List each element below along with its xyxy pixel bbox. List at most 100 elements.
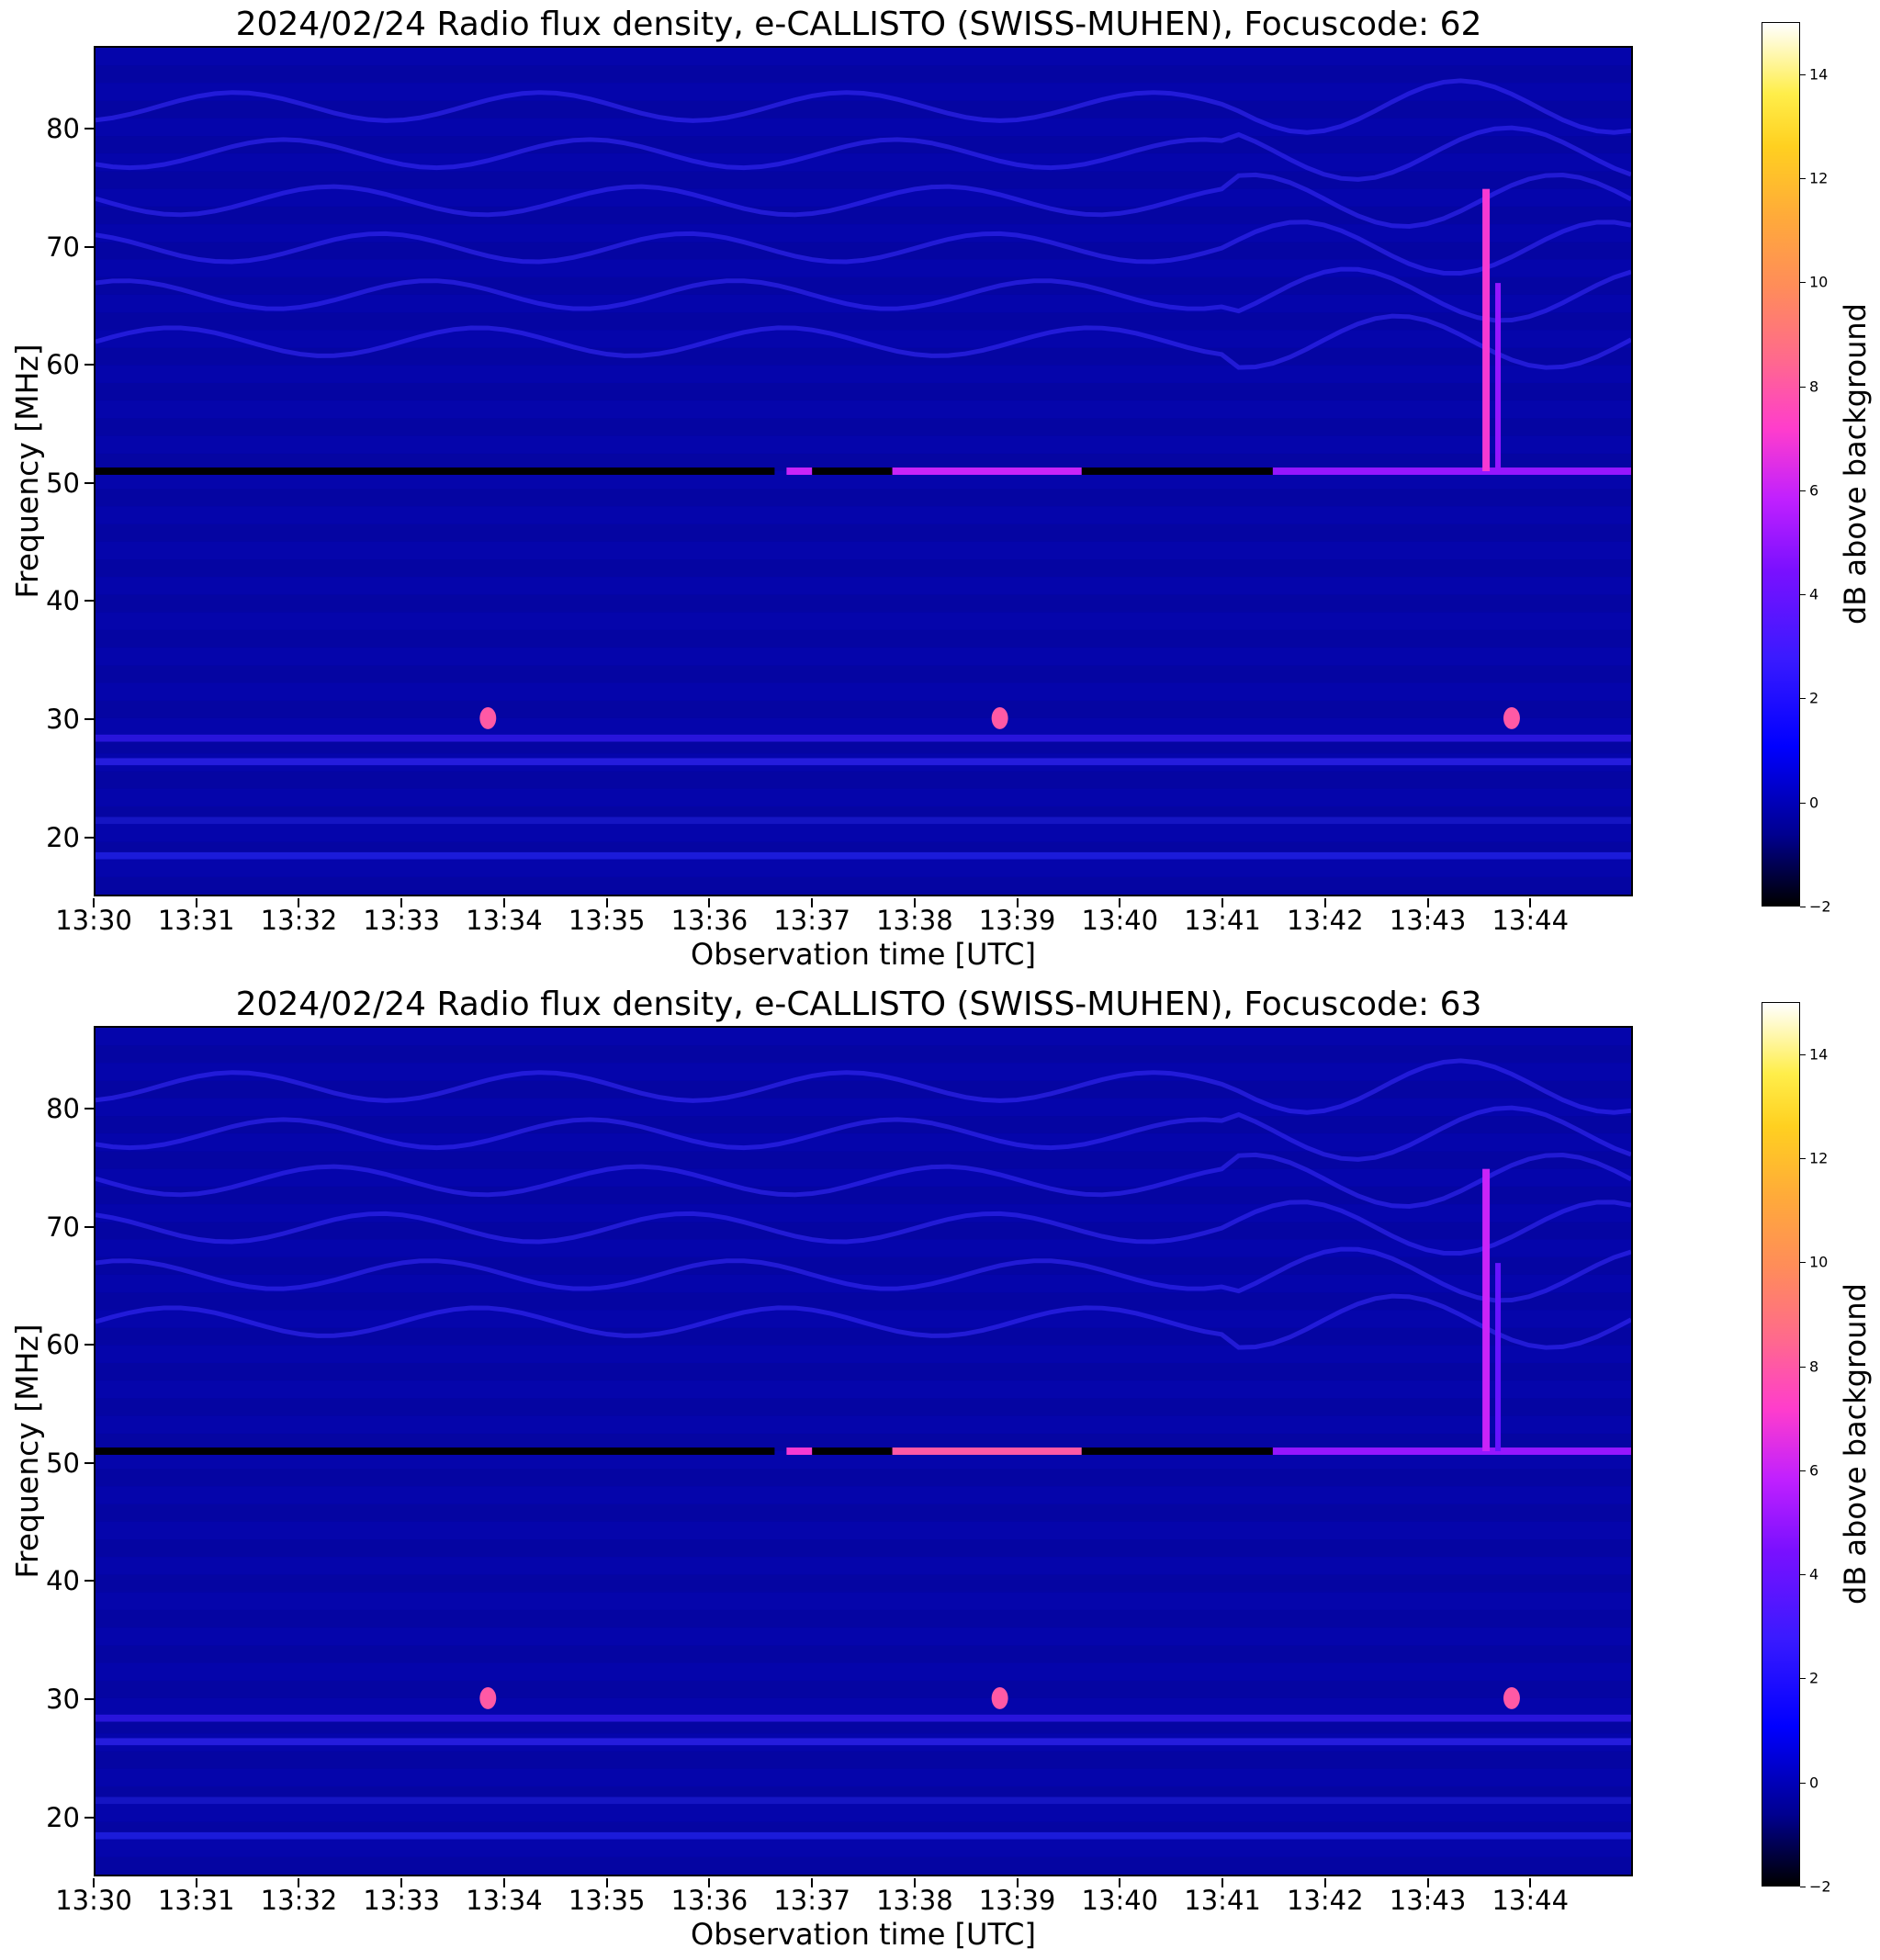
x-tick	[1119, 1878, 1121, 1887]
x-tick-label: 13:32	[260, 905, 338, 936]
x-tick-label: 13:40	[1081, 1885, 1159, 1916]
heatmap-band	[96, 471, 1631, 490]
heatmap-band	[96, 788, 1631, 806]
heatmap-band	[96, 824, 1631, 842]
heatmap-band	[96, 1839, 1631, 1857]
heatmap-band	[96, 1697, 1631, 1717]
colorbar-tick	[1800, 1470, 1806, 1471]
interference-band	[96, 817, 1631, 825]
heatmap-band	[96, 1433, 1631, 1451]
x-tick	[1016, 1878, 1019, 1887]
x-axis-label: Observation time [UTC]	[691, 1917, 1036, 1952]
colorbar-tick	[1800, 1157, 1806, 1159]
heatmap-band	[96, 665, 1631, 683]
x-tick	[502, 898, 505, 907]
heatmap-band	[96, 629, 1631, 648]
x-tick	[1529, 898, 1532, 907]
heatmap-band	[96, 242, 1631, 260]
y-tick-label: 80	[46, 113, 80, 145]
y-tick	[84, 1816, 94, 1819]
rfi-line-segment	[96, 1447, 775, 1455]
plot-area	[94, 46, 1633, 896]
emission-curve	[96, 125, 1631, 182]
x-tick-label: 13:35	[568, 1885, 646, 1916]
colorbar-tick-label: −2	[1809, 897, 1831, 916]
heatmap-band	[96, 453, 1631, 471]
y-tick	[84, 1461, 94, 1464]
y-tick	[84, 1225, 94, 1228]
heatmap-band	[96, 1186, 1631, 1205]
heatmap-band	[96, 418, 1631, 436]
y-tick	[84, 245, 94, 248]
x-tick	[400, 1878, 403, 1887]
colorbar-tick	[1800, 1366, 1806, 1368]
heatmap-band	[96, 1362, 1631, 1381]
x-tick-label: 13:39	[978, 1885, 1056, 1916]
heatmap-band	[96, 1028, 1631, 1046]
heatmap-band	[96, 382, 1631, 401]
heatmap-band	[96, 1486, 1631, 1504]
heatmap-band	[96, 1222, 1631, 1240]
spectrogram-panel: 2024/02/24 Radio flux density, e-CALLIST…	[0, 980, 1880, 1960]
plot-area	[94, 1026, 1633, 1876]
heatmap-band	[96, 1380, 1631, 1399]
radio-burst	[1482, 1168, 1491, 1451]
x-tick-label: 13:36	[670, 1885, 749, 1916]
x-tick-label: 13:33	[363, 1885, 440, 1916]
heatmap-band	[96, 1045, 1631, 1064]
x-tick	[1426, 898, 1429, 907]
x-tick	[1426, 1878, 1429, 1887]
bright-spot	[991, 706, 1008, 729]
heatmap-band	[96, 435, 1631, 454]
heatmap-band	[96, 1539, 1631, 1558]
rfi-line-segment	[892, 467, 1082, 475]
colorbar	[1762, 1002, 1800, 1887]
x-tick	[1529, 1878, 1532, 1887]
heatmap-band	[96, 1345, 1631, 1363]
colorbar-tick-label: 12	[1809, 169, 1829, 187]
heatmap-band	[96, 524, 1631, 542]
colorbar-tick-label: 0	[1809, 1774, 1819, 1792]
interference-band	[96, 1831, 1631, 1840]
y-tick	[84, 1698, 94, 1701]
emission-curve	[96, 1246, 1631, 1303]
interference-band	[96, 851, 1631, 860]
heatmap-band	[96, 1327, 1631, 1346]
heatmap-band	[96, 541, 1631, 560]
heatmap-band	[96, 1856, 1631, 1875]
x-tick-label: 13:39	[978, 905, 1056, 936]
heatmap-band	[96, 717, 1631, 737]
heatmap-band	[96, 1628, 1631, 1646]
chart-title: 2024/02/24 Radio flux density, e-CALLIST…	[235, 986, 1482, 1023]
x-tick-label: 13:44	[1492, 1885, 1570, 1916]
x-tick	[605, 1878, 608, 1887]
y-tick-label: 70	[46, 231, 80, 263]
emission-curve	[96, 1152, 1631, 1209]
x-tick	[1016, 898, 1019, 907]
rfi-line-segment	[96, 467, 775, 475]
heatmap-band	[96, 153, 1631, 172]
y-tick	[84, 718, 94, 721]
x-tick-label: 13:35	[568, 905, 646, 936]
y-tick-label: 30	[46, 704, 80, 736]
colorbar-tick	[1800, 802, 1806, 804]
heatmap-band	[96, 1574, 1631, 1593]
bright-spot	[991, 1686, 1008, 1709]
y-tick-label: 70	[46, 1211, 80, 1243]
rfi-line-segment	[812, 467, 893, 475]
heatmap-band	[96, 1592, 1631, 1610]
x-tick	[1119, 898, 1121, 907]
colorbar-tick-label: 6	[1809, 481, 1819, 500]
x-tick	[811, 898, 814, 907]
chart-title: 2024/02/24 Radio flux density, e-CALLIST…	[235, 6, 1482, 43]
heatmap-band	[96, 1804, 1631, 1822]
x-tick	[811, 1878, 814, 1887]
interference-band	[96, 1797, 1631, 1805]
colorbar-tick	[1800, 1262, 1806, 1264]
heatmap-band	[96, 312, 1631, 331]
y-tick	[84, 1580, 94, 1583]
y-tick	[84, 1108, 94, 1110]
x-tick-label: 13:41	[1184, 1885, 1261, 1916]
x-tick-label: 13:30	[55, 905, 132, 936]
colorbar-tick	[1800, 177, 1806, 179]
